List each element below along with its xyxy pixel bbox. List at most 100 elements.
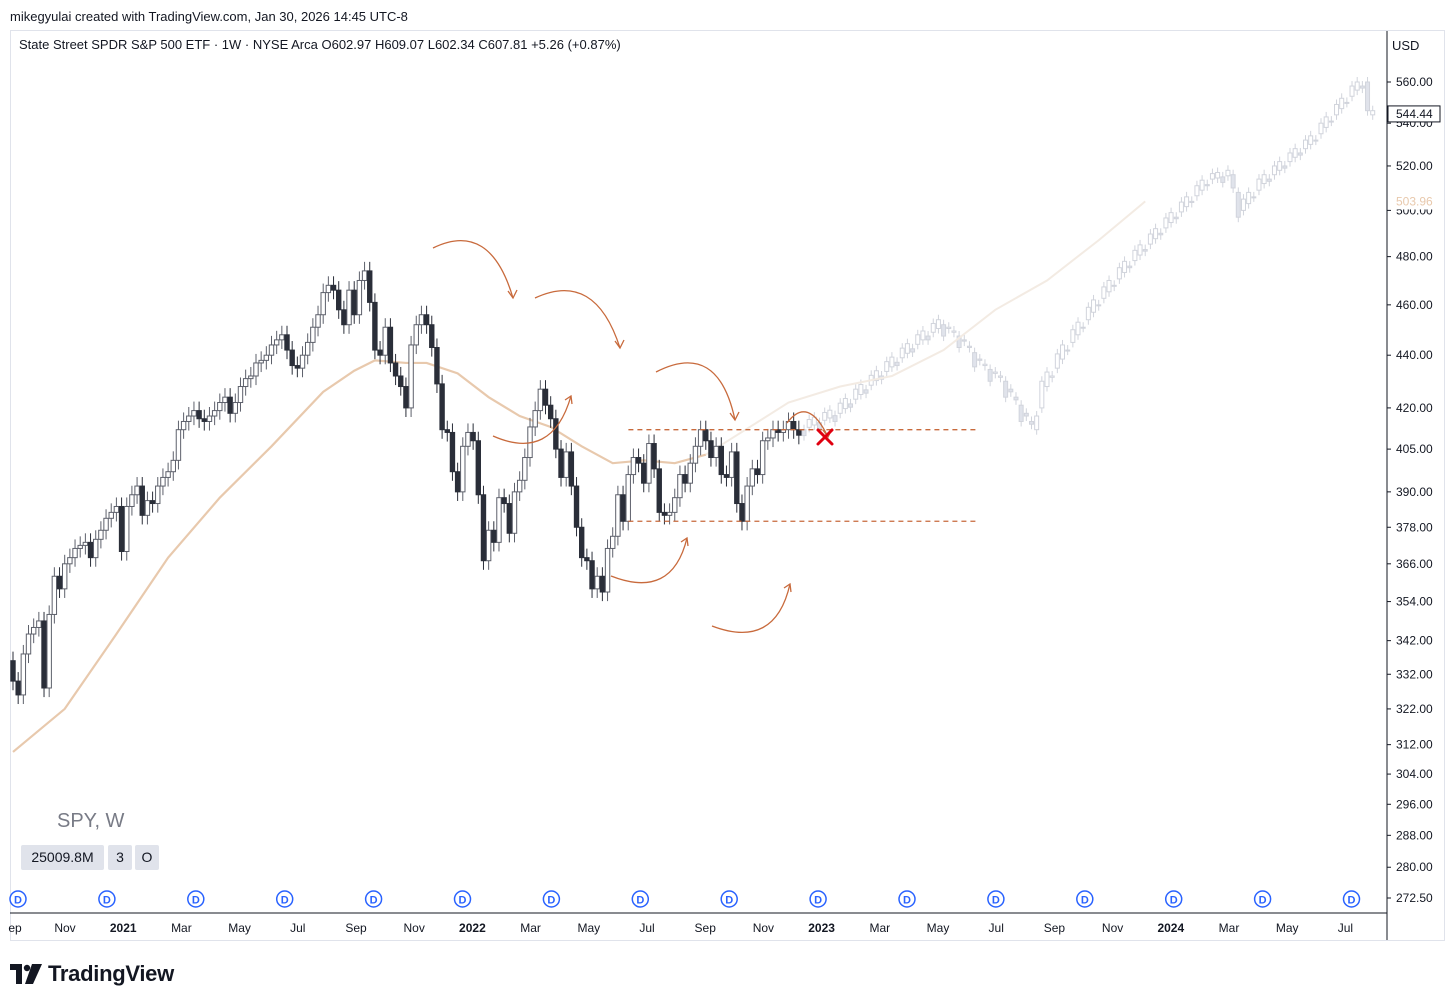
projected-candle — [1204, 184, 1210, 187]
dividend-marker[interactable] — [275, 890, 294, 908]
dividend-marker[interactable] — [1164, 890, 1183, 908]
dividend-marker[interactable] — [453, 890, 472, 908]
candle — [30, 626, 37, 635]
time-axis[interactable]: ep Nov 2021 Mar May Jul Sep Nov 2022 Mar May Jul Sep… — [8, 912, 1387, 935]
projected-candle — [884, 361, 890, 372]
candle — [248, 375, 254, 380]
tradingview-logo[interactable]: TradingView — [10, 960, 174, 988]
time-tick-label: May — [577, 921, 600, 935]
candle — [155, 485, 161, 505]
candle — [149, 500, 156, 505]
dividend-marker-label: D — [459, 895, 467, 907]
candle — [165, 471, 171, 478]
dividend-marker[interactable] — [720, 890, 738, 908]
candle — [242, 378, 249, 388]
candle — [491, 529, 497, 543]
time-tick-label: Nov — [1102, 921, 1123, 935]
candle — [532, 410, 538, 428]
candle — [475, 440, 482, 496]
time-tick-label: Nov — [54, 921, 75, 935]
projected-candle — [1266, 178, 1272, 182]
projected-candle — [935, 319, 941, 329]
projected-candle — [1220, 176, 1226, 183]
projected-candle — [1008, 388, 1014, 393]
projected-candle — [910, 348, 916, 353]
dividend-marker-label: D — [14, 895, 22, 907]
dividend-marker[interactable] — [898, 890, 916, 908]
projected-candle — [853, 388, 859, 400]
swing-arrow — [432, 239, 514, 299]
candle — [237, 386, 244, 404]
dividend-marker-label: D — [636, 895, 644, 907]
candle — [408, 344, 414, 409]
dividend-marker[interactable] — [1076, 890, 1094, 908]
projected-candle — [1277, 161, 1283, 171]
candle — [429, 324, 435, 349]
candle — [51, 575, 58, 615]
dividend-marker[interactable] — [631, 890, 650, 908]
price-tick-label: 460.00 — [1396, 298, 1433, 312]
candle — [56, 575, 63, 590]
dividend-marker[interactable] — [187, 890, 205, 908]
candle — [718, 445, 724, 476]
annotations-layer — [432, 239, 978, 634]
projected-candle — [1344, 101, 1350, 104]
candle — [765, 437, 771, 442]
candles-layer — [10, 261, 802, 705]
candle — [796, 429, 802, 436]
projected-candle — [1168, 212, 1174, 224]
candle — [739, 503, 745, 522]
candle — [284, 334, 290, 351]
dividend-marker-label: D — [370, 895, 378, 907]
projected-candle — [956, 335, 962, 349]
projected-candle — [806, 419, 812, 428]
projected-candle — [1137, 244, 1143, 256]
currency-label[interactable]: USD — [1392, 38, 1420, 53]
dividend-marker[interactable] — [542, 890, 561, 908]
projected-candle — [1256, 178, 1262, 191]
price-tick-label: 405.00 — [1396, 442, 1433, 456]
dividend-marker[interactable] — [9, 890, 27, 908]
dividend-marker[interactable] — [1253, 890, 1272, 908]
price-tick-label: 560.00 — [1396, 75, 1433, 89]
projected-candle — [1034, 415, 1040, 431]
candle — [330, 284, 337, 291]
price-tick-label: 420.00 — [1396, 401, 1433, 415]
dividend-marker[interactable] — [98, 890, 116, 908]
candle — [584, 557, 590, 562]
projected-candle — [1085, 306, 1091, 321]
dividend-marker-label: D — [992, 895, 1000, 907]
projected-candle — [889, 356, 895, 368]
dividend-marker[interactable] — [987, 890, 1005, 908]
candle — [558, 448, 564, 478]
candle — [754, 468, 761, 476]
projected-candle — [1158, 232, 1164, 236]
candle — [108, 511, 114, 519]
swing-arrow — [711, 583, 791, 634]
projected-candle — [1049, 375, 1055, 378]
time-tick-label: Jul — [1338, 921, 1353, 935]
projected-candle — [858, 384, 864, 395]
dividend-marker[interactable] — [364, 890, 383, 908]
swing-arrow — [492, 395, 572, 444]
candle — [661, 511, 668, 516]
projected-candle — [1106, 279, 1112, 293]
projected-candle — [1039, 380, 1045, 409]
price-tick-label: 378.00 — [1396, 520, 1433, 534]
candle — [403, 386, 409, 409]
projected-candle — [1122, 260, 1128, 273]
price-axis[interactable]: 560.00540.00520.00500.00480.00460.00440.… — [1386, 31, 1441, 940]
projected-candle — [1235, 191, 1241, 218]
candle — [222, 396, 228, 404]
projected-candle — [992, 371, 998, 374]
candle — [263, 354, 270, 361]
candle — [465, 431, 471, 447]
candle — [656, 468, 662, 513]
projected-candle — [1370, 110, 1376, 116]
dividend-marker[interactable] — [809, 890, 827, 908]
candle — [449, 431, 456, 473]
candle — [134, 485, 140, 496]
dividend-marker[interactable] — [1342, 890, 1361, 908]
projected-candle — [1318, 122, 1324, 135]
